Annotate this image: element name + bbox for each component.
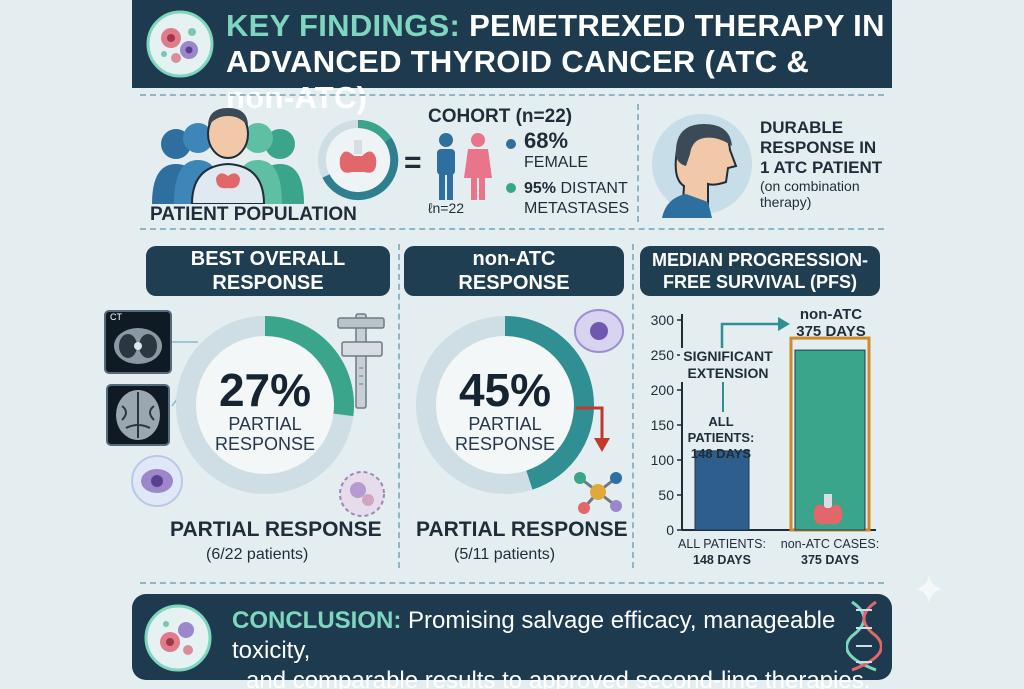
panel3-title: MEDIAN PROGRESSION- FREE SURVIVAL (PFS) xyxy=(640,246,880,296)
panel2-title-line1: non-ATC xyxy=(472,248,556,270)
female-pct: 68% xyxy=(524,128,569,153)
metastases-bullet-icon xyxy=(506,183,516,193)
durable-note: (on combination therapy) xyxy=(760,178,860,210)
donut-chart-overall xyxy=(176,316,354,494)
bar xyxy=(694,450,750,531)
panel2-sub1: PARTIAL xyxy=(468,414,542,434)
conclusion-key: CONCLUSION: xyxy=(232,607,402,634)
divider-top xyxy=(140,94,884,96)
n-label: ℓn=22 xyxy=(428,200,465,216)
metastases-label2: METASTASES xyxy=(524,200,630,217)
y-tick-label: 100 xyxy=(651,452,675,468)
title-accent: KEY FINDINGS: xyxy=(226,8,461,43)
durable-line2: RESPONSE IN xyxy=(760,138,877,157)
thyroid-ring-icon xyxy=(318,119,399,200)
panel1-pct: 27% xyxy=(218,364,312,416)
panel2-title-line2: RESPONSE xyxy=(458,272,570,294)
thyroid-icon xyxy=(813,494,843,525)
patient-group-icon xyxy=(152,108,304,204)
x-tick-label: non-ATC CASES: xyxy=(781,537,879,551)
header-banner xyxy=(132,0,892,88)
y-tick-label: 0 xyxy=(666,522,674,538)
nonatc-top-label: non-ATC 375 DAYS xyxy=(794,306,868,340)
y-tick-label: 300 xyxy=(651,312,675,328)
cell-icon-1 xyxy=(131,455,183,507)
significant-extension-label: SIGNIFICANT EXTENSION xyxy=(680,348,776,382)
male-female-icon xyxy=(437,133,492,200)
panel3-title-line1: MEDIAN PROGRESSION- xyxy=(651,250,869,270)
ct-label: CT xyxy=(110,312,122,322)
sparkle-icon xyxy=(915,575,943,603)
molecule-icon xyxy=(574,472,622,514)
divider-vertical-2 xyxy=(632,244,634,568)
x-tick-label: ALL PATIENTS: xyxy=(678,537,766,551)
bar1-top-label1: ALL PATIENTS: xyxy=(687,414,755,445)
nonatc-top-label1: non-ATC xyxy=(799,306,863,323)
equals-sign: = xyxy=(404,146,422,179)
x-tick-label: 375 DAYS xyxy=(801,553,859,567)
conclusion-text: CONCLUSION: Promising salvage efficacy, … xyxy=(232,606,872,689)
panel2-title: non-ATC RESPONSE xyxy=(404,246,624,296)
panel1-sub2: RESPONSE xyxy=(214,434,316,454)
divider-bottom xyxy=(140,582,884,584)
panel1-title-line2: RESPONSE xyxy=(212,272,324,294)
annotation-line2: EXTENSION xyxy=(687,365,769,381)
cells-cluster-icon xyxy=(144,604,212,672)
population-label: PATIENT POPULATION xyxy=(150,204,357,225)
extension-arrow-icon xyxy=(720,317,790,350)
cell-icon-3 xyxy=(574,309,624,353)
cohort-label: COHORT (n=22) xyxy=(428,106,573,127)
down-arrow-icon xyxy=(576,406,610,452)
panel3-title-line2: FREE SURVIVAL (PFS) xyxy=(662,272,858,292)
metastases-label: DISTANT xyxy=(560,180,628,197)
bar1-top-label2: 148 DAYS xyxy=(690,446,752,461)
panel2-pct: 45% xyxy=(458,364,552,416)
y-tick-label: 50 xyxy=(658,487,674,503)
conclusion-box xyxy=(132,594,892,680)
metastases-pct: 95% xyxy=(524,180,557,197)
durable-response-title: DURABLE RESPONSE IN 1 ATC PATIENT xyxy=(760,118,882,178)
durable-line1: DURABLE xyxy=(760,118,844,137)
conclusion-line2: and comparable results to approved secon… xyxy=(246,667,871,689)
panel2-sub2: RESPONSE xyxy=(454,434,556,454)
durable-line3: 1 ATC PATIENT xyxy=(760,158,883,177)
y-tick-label: 250 xyxy=(651,347,675,363)
panel2-center: 45% PARTIAL RESPONSE xyxy=(434,366,576,454)
female-label: FEMALE xyxy=(524,154,589,171)
divider-mid xyxy=(140,228,884,230)
ct-scan-icon xyxy=(104,310,172,374)
panel1-footer-sub: (6/22 patients) xyxy=(206,546,309,563)
caliper-icon xyxy=(337,313,385,409)
panel1-title: BEST OVERALL RESPONSE xyxy=(146,246,390,296)
annotation-connector xyxy=(722,382,724,412)
x-tick-label: 148 DAYS xyxy=(693,553,751,567)
bar1-top-label: ALL PATIENTS: 148 DAYS xyxy=(674,414,768,462)
divider-vertical-top xyxy=(637,104,639,222)
panel2-footer: PARTIAL RESPONSE xyxy=(416,518,628,541)
female-bullet-icon xyxy=(506,139,516,149)
panel2-footer-sub: (5/11 patients) xyxy=(454,546,556,563)
divider-vertical-1 xyxy=(398,244,400,568)
panel1-title-line1: BEST OVERALL xyxy=(190,248,346,270)
title-line2: ADVANCED THYROID CANCER (ATC & non-ATC) xyxy=(226,44,810,115)
donut-chart-nonatc xyxy=(416,316,594,494)
dna-icon xyxy=(846,600,882,672)
panel1-footer: PARTIAL RESPONSE xyxy=(170,518,382,541)
cells-icon xyxy=(146,10,214,78)
panel1-center: 27% PARTIAL RESPONSE xyxy=(194,366,336,454)
title-line1: PEMETREXED THERAPY IN xyxy=(469,8,885,43)
panel1-sub1: PARTIAL xyxy=(228,414,302,434)
durable-note1: (on combination xyxy=(760,178,860,194)
y-tick-label: 150 xyxy=(651,417,675,433)
nonatc-top-label2: 375 DAYS xyxy=(796,323,866,340)
annotation-line1: SIGNIFICANT xyxy=(683,348,773,364)
page-title: KEY FINDINGS: PEMETREXED THERAPY IN ADVA… xyxy=(226,8,886,116)
brain-scan-icon xyxy=(106,384,170,446)
cell-icon-2 xyxy=(339,471,385,517)
durable-note2: therapy) xyxy=(760,194,812,210)
conclusion-line1: Promising salvage efficacy, manageable t… xyxy=(232,607,836,664)
y-tick-label: 200 xyxy=(651,382,675,398)
patient-profile-icon xyxy=(652,114,752,218)
